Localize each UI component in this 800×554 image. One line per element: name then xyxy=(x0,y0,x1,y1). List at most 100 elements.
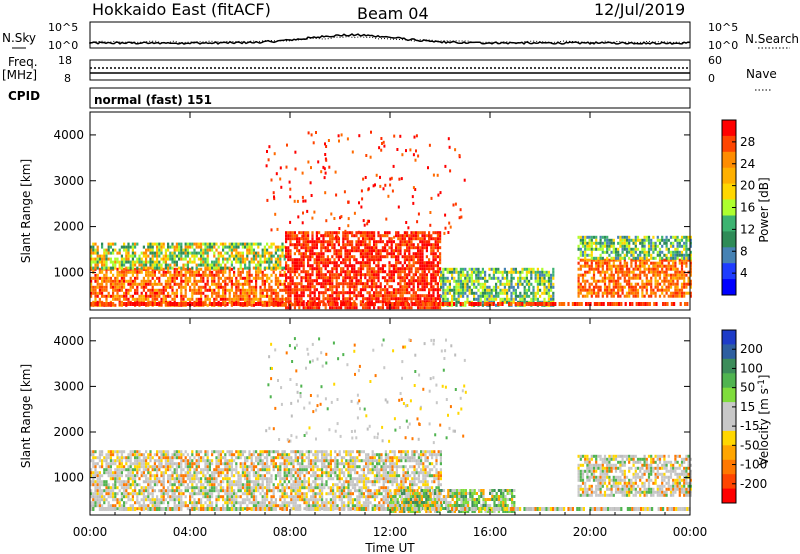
heatmap-cell xyxy=(395,288,398,292)
heatmap-cell xyxy=(136,276,139,280)
heatmap-cell xyxy=(337,297,340,301)
heatmap-cell xyxy=(392,252,395,256)
heatmap-cell xyxy=(134,483,137,487)
heatmap-cell xyxy=(475,297,478,301)
heatmap-cell xyxy=(105,468,108,472)
heatmap-cell xyxy=(414,267,417,271)
heatmap-cell xyxy=(608,244,611,248)
heatmap-cell xyxy=(523,288,526,292)
heatmap-cell xyxy=(125,245,128,249)
heatmap-cell xyxy=(125,260,128,264)
heatmap-cell xyxy=(315,279,318,283)
heatmap-cell xyxy=(379,252,382,256)
heatmap-cell xyxy=(346,255,349,259)
heatmap-cell xyxy=(279,260,282,264)
heatmap-cell xyxy=(142,302,145,306)
heatmap-cell xyxy=(182,266,185,270)
heatmap-cell xyxy=(211,291,214,295)
heatmap-cell xyxy=(432,258,435,262)
heatmap-cell xyxy=(567,302,570,306)
heatmap-cell xyxy=(584,285,587,289)
heatmap-cell xyxy=(377,273,380,277)
heatmap-cell xyxy=(116,456,119,460)
heatmap-cell xyxy=(131,489,134,493)
heatmap-cell xyxy=(672,276,675,280)
heatmap-cell xyxy=(434,300,437,304)
heatmap-cell xyxy=(342,240,345,244)
heatmap-cell xyxy=(248,288,251,292)
heatmap-cell xyxy=(98,300,101,304)
heatmap-cell xyxy=(169,474,172,478)
heatmap-cell xyxy=(142,279,145,283)
heatmap-cell xyxy=(92,276,95,280)
heatmap-cell xyxy=(302,234,305,238)
heatmap-cell xyxy=(118,273,121,277)
heatmap-cell xyxy=(403,249,406,253)
heatmap-cell xyxy=(673,302,676,306)
heatmap-cell xyxy=(348,264,351,268)
heatmap-cell xyxy=(313,246,316,250)
heatmap-cell xyxy=(335,282,338,286)
heatmap-cell xyxy=(430,282,433,286)
heatmap-cell xyxy=(112,477,115,481)
heatmap-cell xyxy=(595,238,598,242)
heatmap-cell xyxy=(142,471,145,475)
heatmap-cell xyxy=(442,276,445,280)
heatmap-cell xyxy=(665,258,668,262)
heatmap-cell xyxy=(654,282,657,286)
heatmap-cell xyxy=(191,294,194,298)
heatmap-cell xyxy=(239,273,242,277)
heatmap-cell xyxy=(103,288,106,292)
heatmap-cell xyxy=(204,288,207,292)
heatmap-cell xyxy=(287,231,290,235)
heatmap-cell xyxy=(296,267,299,271)
heatmap-cell xyxy=(683,258,686,262)
heatmap-cell xyxy=(610,270,613,274)
heatmap-cell xyxy=(643,267,646,271)
heatmap-cell xyxy=(129,477,132,481)
heatmap-cell xyxy=(667,256,670,260)
heatmap-cell xyxy=(329,306,332,310)
heatmap-cell xyxy=(390,252,393,256)
heatmap-cell xyxy=(246,291,249,295)
heatmap-cell xyxy=(674,267,677,271)
heatmap-cell xyxy=(134,477,137,481)
heatmap-cell xyxy=(107,504,110,508)
heatmap-cell xyxy=(363,223,366,227)
heatmap-cell xyxy=(103,489,106,493)
heatmap-cell xyxy=(259,260,262,264)
heatmap-cell xyxy=(112,294,115,298)
heatmap-cell xyxy=(428,302,431,306)
heatmap-cell xyxy=(239,257,242,261)
heatmap-cell xyxy=(151,288,154,292)
heatmap-cell xyxy=(173,248,176,252)
heatmap-cell xyxy=(579,264,582,268)
heatmap-cell xyxy=(270,273,273,277)
heatmap-cell xyxy=(512,300,515,304)
heatmap-cell xyxy=(239,291,242,295)
heatmap-cell xyxy=(298,261,301,265)
heatmap-cell xyxy=(206,245,209,249)
heatmap-cell xyxy=(393,134,396,138)
heatmap-cell xyxy=(136,453,139,457)
heatmap-cell xyxy=(392,240,395,244)
heatmap-cell xyxy=(96,260,99,264)
heatmap-cell xyxy=(92,251,95,255)
heatmap-cell xyxy=(302,291,305,295)
heatmap-cell xyxy=(676,253,679,257)
heatmap-cell xyxy=(410,264,413,268)
heatmap-cell xyxy=(178,251,181,255)
heatmap-cell xyxy=(408,261,411,265)
heatmap-cell xyxy=(263,294,266,298)
heatmap-cell xyxy=(506,294,509,298)
heatmap-cell xyxy=(324,303,327,307)
heatmap-cell xyxy=(145,486,148,490)
heatmap-cell xyxy=(669,235,673,239)
heatmap-cell xyxy=(257,297,260,301)
heatmap-cell xyxy=(423,243,426,247)
heatmap-cell xyxy=(120,288,123,292)
heatmap-cell xyxy=(508,302,511,306)
heatmap-cell xyxy=(641,282,644,286)
heatmap-cell xyxy=(523,276,526,280)
heatmap-cell xyxy=(403,261,406,265)
